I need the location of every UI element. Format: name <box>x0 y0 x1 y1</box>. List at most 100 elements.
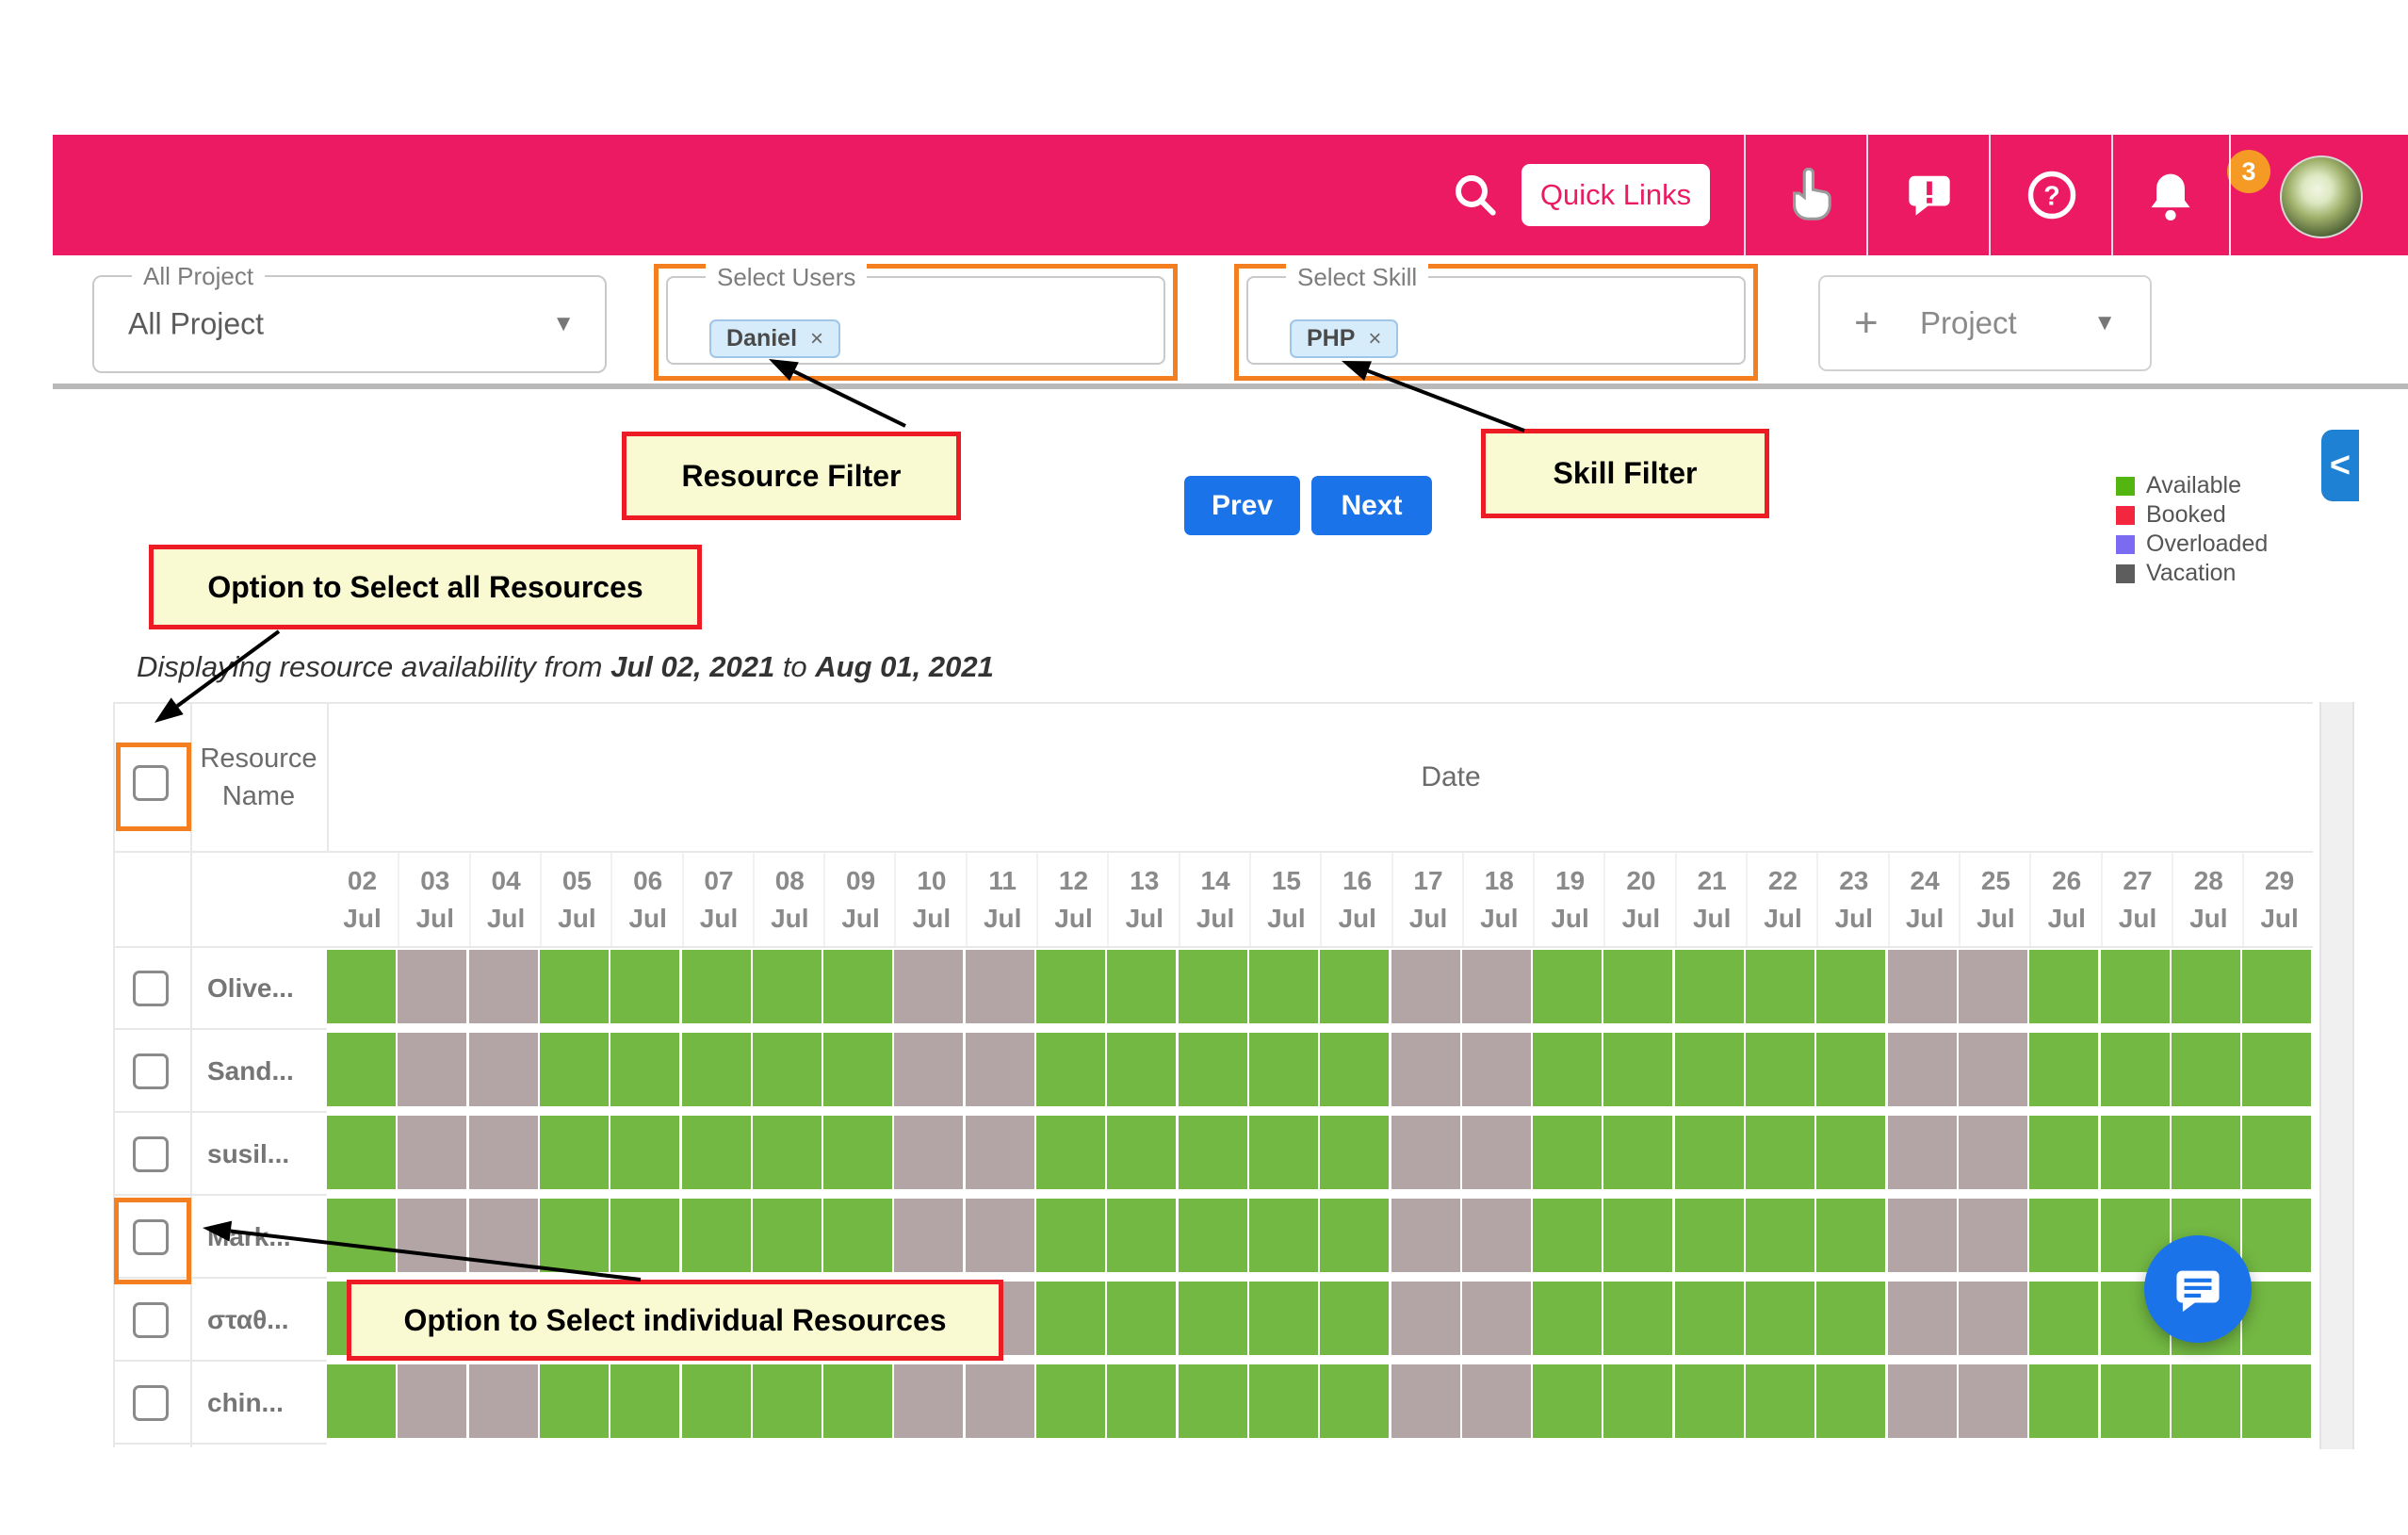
availability-cell[interactable] <box>1391 1116 1460 1189</box>
availability-cell[interactable] <box>1816 1033 1886 1106</box>
availability-cell[interactable] <box>2100 1116 2170 1189</box>
availability-cell[interactable] <box>823 1033 893 1106</box>
help-icon[interactable]: ? <box>2014 135 2090 255</box>
availability-cell[interactable] <box>1178 1282 1247 1355</box>
availability-cell[interactable] <box>398 1199 467 1272</box>
availability-cell[interactable] <box>610 1033 680 1106</box>
availability-cell[interactable] <box>1603 1282 1673 1355</box>
availability-cell[interactable] <box>752 1364 822 1438</box>
availability-cell[interactable] <box>2171 1033 2240 1106</box>
availability-cell[interactable] <box>539 1116 609 1189</box>
feedback-icon[interactable] <box>1892 135 1967 255</box>
availability-cell[interactable] <box>1248 1199 1318 1272</box>
availability-cell[interactable] <box>468 1033 538 1106</box>
search-icon[interactable] <box>1447 135 1504 255</box>
project-filter-select[interactable]: All Project All Project ▼ <box>92 262 607 373</box>
availability-cell[interactable] <box>468 1364 538 1438</box>
availability-cell[interactable] <box>1320 1033 1390 1106</box>
availability-cell[interactable] <box>1461 1364 1531 1438</box>
availability-cell[interactable] <box>1461 1033 1531 1106</box>
availability-cell[interactable] <box>327 1364 396 1438</box>
availability-cell[interactable] <box>1674 1282 1744 1355</box>
availability-cell[interactable] <box>894 1364 964 1438</box>
availability-cell[interactable] <box>1816 1282 1886 1355</box>
chat-fab-button[interactable] <box>2144 1235 2252 1343</box>
availability-cell[interactable] <box>1461 950 1531 1023</box>
availability-cell[interactable] <box>1107 1033 1177 1106</box>
availability-cell[interactable] <box>398 1116 467 1189</box>
availability-cell[interactable] <box>1887 1199 1957 1272</box>
availability-cell[interactable] <box>1036 1364 1105 1438</box>
availability-cell[interactable] <box>539 1199 609 1272</box>
availability-cell[interactable] <box>681 1364 751 1438</box>
availability-cell[interactable] <box>1391 1033 1460 1106</box>
availability-cell[interactable] <box>2029 1364 2099 1438</box>
availability-cell[interactable] <box>1958 1116 2027 1189</box>
availability-cell[interactable] <box>894 1033 964 1106</box>
availability-cell[interactable] <box>398 1033 467 1106</box>
availability-cell[interactable] <box>468 950 538 1023</box>
hand-cursor-icon[interactable] <box>1772 135 1847 255</box>
availability-cell[interactable] <box>539 1033 609 1106</box>
availability-cell[interactable] <box>681 1199 751 1272</box>
add-project-dropdown-button[interactable]: + Project ▼ <box>1818 275 2152 371</box>
availability-cell[interactable] <box>2100 1364 2170 1438</box>
collapse-panel-chevron-button[interactable]: < <box>2321 430 2359 501</box>
availability-cell[interactable] <box>1178 1116 1247 1189</box>
availability-cell[interactable] <box>894 950 964 1023</box>
availability-cell[interactable] <box>2242 1282 2312 1355</box>
availability-cell[interactable] <box>1958 1282 2027 1355</box>
availability-cell[interactable] <box>1391 950 1460 1023</box>
availability-cell[interactable] <box>1887 1282 1957 1355</box>
availability-cell[interactable] <box>1391 1364 1460 1438</box>
availability-cell[interactable] <box>1107 1282 1177 1355</box>
availability-cell[interactable] <box>752 1033 822 1106</box>
row-select-checkbox[interactable] <box>133 1053 169 1089</box>
availability-cell[interactable] <box>2242 1199 2312 1272</box>
availability-cell[interactable] <box>1248 1282 1318 1355</box>
availability-cell[interactable] <box>965 1199 1034 1272</box>
availability-cell[interactable] <box>752 950 822 1023</box>
prev-button[interactable]: Prev <box>1184 476 1300 535</box>
availability-cell[interactable] <box>1107 1364 1177 1438</box>
skill-filter-field[interactable]: Select Skill PHP × <box>1246 263 1746 365</box>
availability-cell[interactable] <box>894 1199 964 1272</box>
availability-cell[interactable] <box>1746 950 1814 1023</box>
availability-cell[interactable] <box>681 1033 751 1106</box>
availability-cell[interactable] <box>1036 950 1105 1023</box>
availability-cell[interactable] <box>1461 1199 1531 1272</box>
availability-cell[interactable] <box>823 950 893 1023</box>
availability-cell[interactable] <box>1674 1199 1744 1272</box>
availability-cell[interactable] <box>965 950 1034 1023</box>
availability-cell[interactable] <box>2171 1364 2240 1438</box>
availability-cell[interactable] <box>1036 1033 1105 1106</box>
availability-cell[interactable] <box>1746 1199 1814 1272</box>
row-select-checkbox[interactable] <box>133 1385 169 1421</box>
availability-cell[interactable] <box>327 1199 396 1272</box>
availability-cell[interactable] <box>1958 950 2027 1023</box>
availability-cell[interactable] <box>1320 1199 1390 1272</box>
availability-cell[interactable] <box>1320 1116 1390 1189</box>
skill-chip[interactable]: PHP × <box>1290 319 1399 358</box>
availability-cell[interactable] <box>1603 950 1673 1023</box>
availability-cell[interactable] <box>1958 1033 2027 1106</box>
availability-cell[interactable] <box>1603 1116 1673 1189</box>
availability-cell[interactable] <box>1533 1199 1603 1272</box>
availability-cell[interactable] <box>1816 1199 1886 1272</box>
availability-cell[interactable] <box>610 950 680 1023</box>
availability-cell[interactable] <box>1816 950 1886 1023</box>
availability-cell[interactable] <box>1036 1199 1105 1272</box>
availability-cell[interactable] <box>468 1199 538 1272</box>
user-avatar[interactable] <box>2280 155 2363 238</box>
availability-cell[interactable] <box>2100 1033 2170 1106</box>
availability-cell[interactable] <box>1178 1364 1247 1438</box>
availability-cell[interactable] <box>398 1364 467 1438</box>
availability-cell[interactable] <box>2029 1199 2099 1272</box>
availability-cell[interactable] <box>1036 1116 1105 1189</box>
availability-cell[interactable] <box>1674 1364 1744 1438</box>
availability-cell[interactable] <box>1533 1282 1603 1355</box>
availability-cell[interactable] <box>1958 1199 2027 1272</box>
availability-cell[interactable] <box>1178 1033 1247 1106</box>
availability-cell[interactable] <box>327 1033 396 1106</box>
availability-cell[interactable] <box>1461 1116 1531 1189</box>
